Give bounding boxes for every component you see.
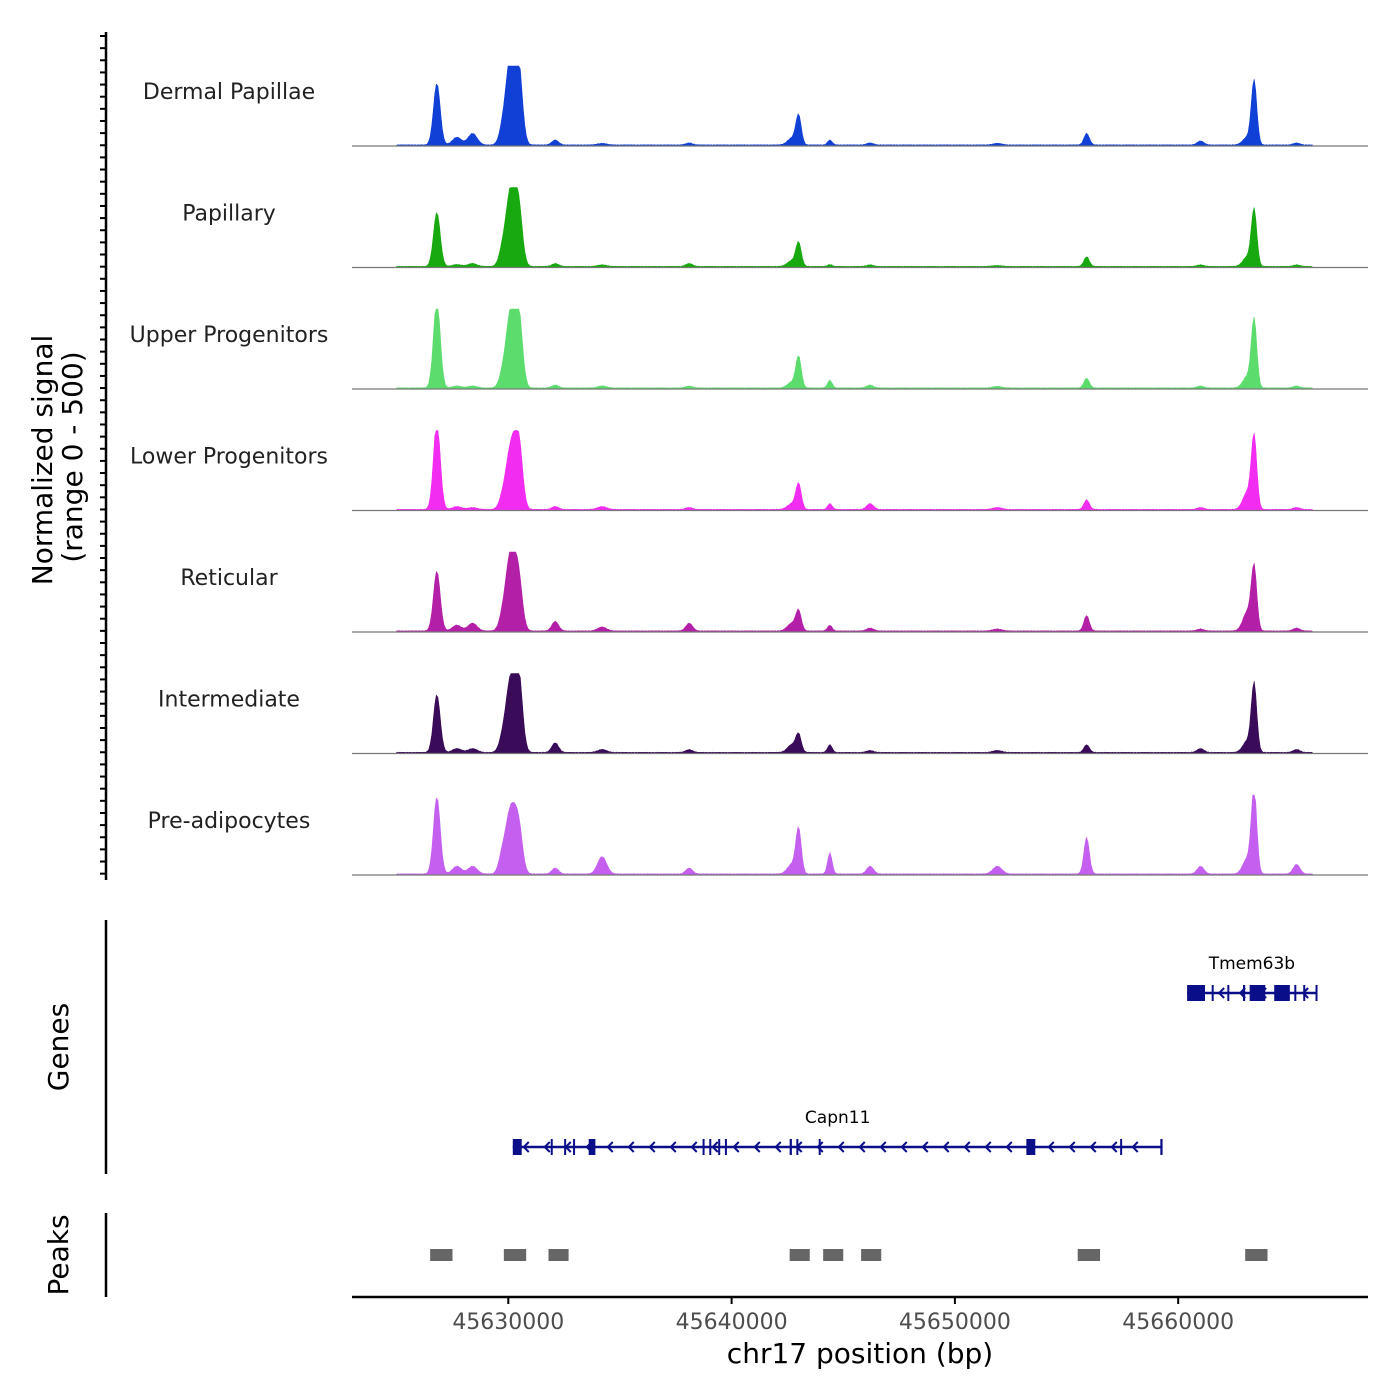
exon [1303,985,1306,1001]
signal-track: Dermal Papillae [143,65,1368,147]
signal-area [396,187,1313,268]
strand-arrow [1110,1141,1118,1153]
exon [702,1139,705,1155]
exon [1227,985,1230,1001]
exon [564,1139,567,1155]
strand-arrow [1005,1141,1013,1153]
signal-ylabel-line1: Normalized signal [26,335,59,586]
exon [724,1139,727,1155]
strand-arrow [543,1141,551,1153]
strand-arrow [816,1141,824,1153]
peaks-ylabel: Peaks [42,1214,75,1295]
exon [709,1139,712,1155]
strand-arrow [774,1141,782,1153]
track-label: Intermediate [158,688,300,713]
track-label: Papillary [182,202,276,227]
signal-area [396,65,1313,147]
strand-arrow [669,1141,677,1153]
signal-track: Papillary [182,187,1368,269]
signal-track: Intermediate [158,673,1368,755]
strand-arrow [858,1141,866,1153]
exon [1026,1139,1036,1155]
gene-model: Capn11 [512,1108,1163,1155]
strand-arrow [627,1141,635,1153]
exon [1211,985,1214,1001]
exon [796,1139,799,1155]
exon [1120,1139,1123,1155]
signal-track: Lower Progenitors [130,430,1368,512]
genes-ylabel: Genes [42,1003,75,1091]
signal-area [396,430,1313,511]
strand-arrow [648,1141,656,1153]
x-tick-label: 45650000 [899,1310,1011,1335]
track-label: Pre-adipocytes [148,809,311,834]
exon [1274,985,1290,1001]
x-tick-label: 45640000 [676,1310,788,1335]
strand-arrow [837,1141,845,1153]
gene-model: Tmem63b [1187,954,1318,1001]
signal-ylabel-line2: (range 0 - 500) [56,351,89,562]
strand-arrow [921,1141,929,1153]
x-tick-label: 45630000 [452,1310,564,1335]
exon [550,1139,553,1155]
gene-label: Capn11 [805,1108,871,1128]
strand-arrow [690,1141,698,1153]
exon [573,1139,576,1155]
signal-area [396,794,1313,876]
strand-arrow [879,1141,887,1153]
signal-area [396,308,1313,390]
exon [1294,985,1297,1001]
strand-arrow [1068,1141,1076,1153]
signal-area [396,673,1313,754]
peak-region [1077,1249,1101,1261]
peak-region [548,1249,569,1261]
strand-arrow [984,1141,992,1153]
track-label: Upper Progenitors [130,323,329,348]
strand-arrow [963,1141,971,1153]
gene-label: Tmem63b [1208,954,1295,974]
signal-track: Upper Progenitors [130,308,1368,390]
peak-region [503,1249,527,1261]
exon [818,1139,821,1155]
strand-arrow [942,1141,950,1153]
exon [789,1139,792,1155]
peak-region [430,1249,453,1261]
exon [1187,985,1205,1001]
peak-region [789,1249,810,1261]
exon [1315,985,1318,1001]
exon [512,1139,522,1155]
signal-area [396,551,1313,633]
exon [718,1139,721,1155]
signal-track: Reticular [180,551,1368,633]
strand-arrow [1047,1141,1055,1153]
track-label: Reticular [180,566,278,591]
signal-track: Pre-adipocytes [148,794,1368,876]
strand-arrow [753,1141,761,1153]
exon [588,1139,596,1155]
exon [1160,1139,1163,1155]
strand-arrow [606,1141,614,1153]
strand-arrow [1217,987,1225,999]
exon [1249,985,1266,1001]
peak-region [1245,1249,1268,1261]
strand-arrow [1301,987,1309,999]
strand-arrow [711,1141,719,1153]
peak-region [823,1249,844,1261]
track-label: Dermal Papillae [143,80,315,105]
x-axis-title: chr17 position (bp) [727,1337,993,1370]
strand-arrow [732,1141,740,1153]
x-tick-label: 45660000 [1122,1310,1234,1335]
strand-arrow [1089,1141,1097,1153]
peak-region [861,1249,882,1261]
exon [1242,985,1246,1001]
strand-arrow [900,1141,908,1153]
strand-arrow [522,1141,530,1153]
track-label: Lower Progenitors [130,445,328,470]
strand-arrow [1131,1141,1139,1153]
